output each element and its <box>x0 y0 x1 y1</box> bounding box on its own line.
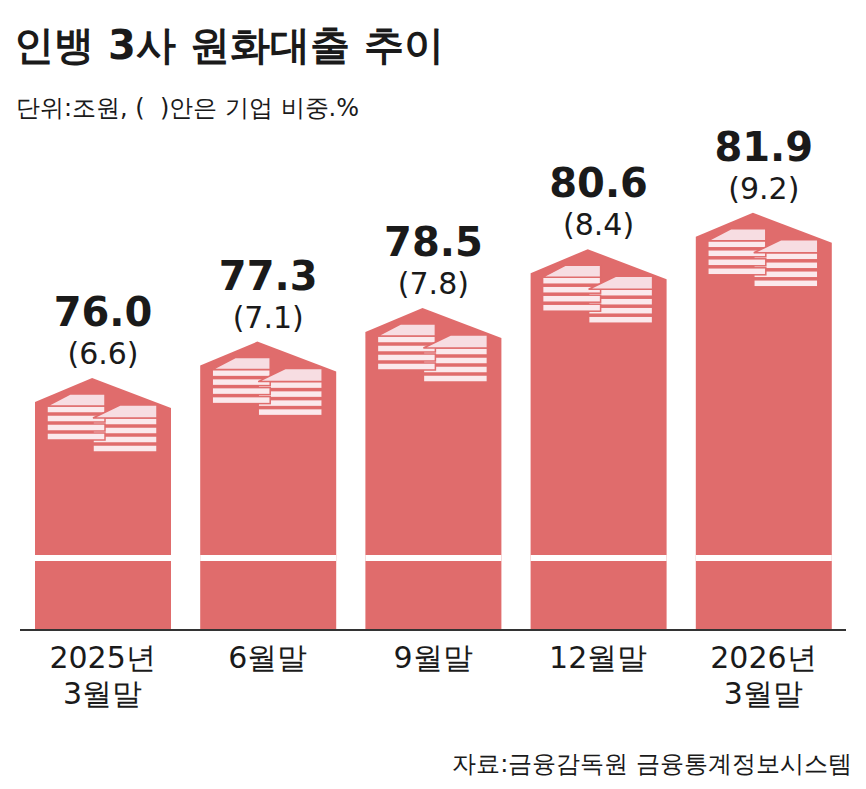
html-text:인뱅 3사 원화대출 추이: 인뱅 3사 원화대출 추이 <box>14 22 444 68</box>
svg-text:81.9: 81.9 <box>714 124 813 170</box>
svg-text:(6.6): (6.6) <box>67 336 138 371</box>
svg-text:2026년: 2026년 <box>710 640 816 675</box>
svg-text:(9.2): (9.2) <box>728 171 799 206</box>
svg-text:6월말: 6월말 <box>228 640 307 675</box>
svg-text:2025년: 2025년 <box>49 640 155 675</box>
svg-text:3월말: 3월말 <box>63 676 142 711</box>
html-text:자료:금융감독원 금융통계정보시스템: 자료:금융감독원 금융통계정보시스템 <box>452 750 852 778</box>
svg-text:77.3: 77.3 <box>219 253 318 299</box>
svg-text:80.6: 80.6 <box>549 160 648 206</box>
svg-text:(7.1): (7.1) <box>233 300 304 335</box>
svg-text:3월말: 3월말 <box>724 676 803 711</box>
svg-text:76.0: 76.0 <box>54 289 153 335</box>
svg-text:9월말: 9월말 <box>393 640 472 675</box>
svg-text:78.5: 78.5 <box>384 219 483 265</box>
svg-text:12월말: 12월말 <box>549 640 647 675</box>
html-text:단위:조원, ( )안은 기업 비중.%: 단위:조원, ( )안은 기업 비중.% <box>16 94 359 122</box>
svg-text:(7.8): (7.8) <box>398 266 469 301</box>
svg-text:(8.4): (8.4) <box>563 207 634 242</box>
